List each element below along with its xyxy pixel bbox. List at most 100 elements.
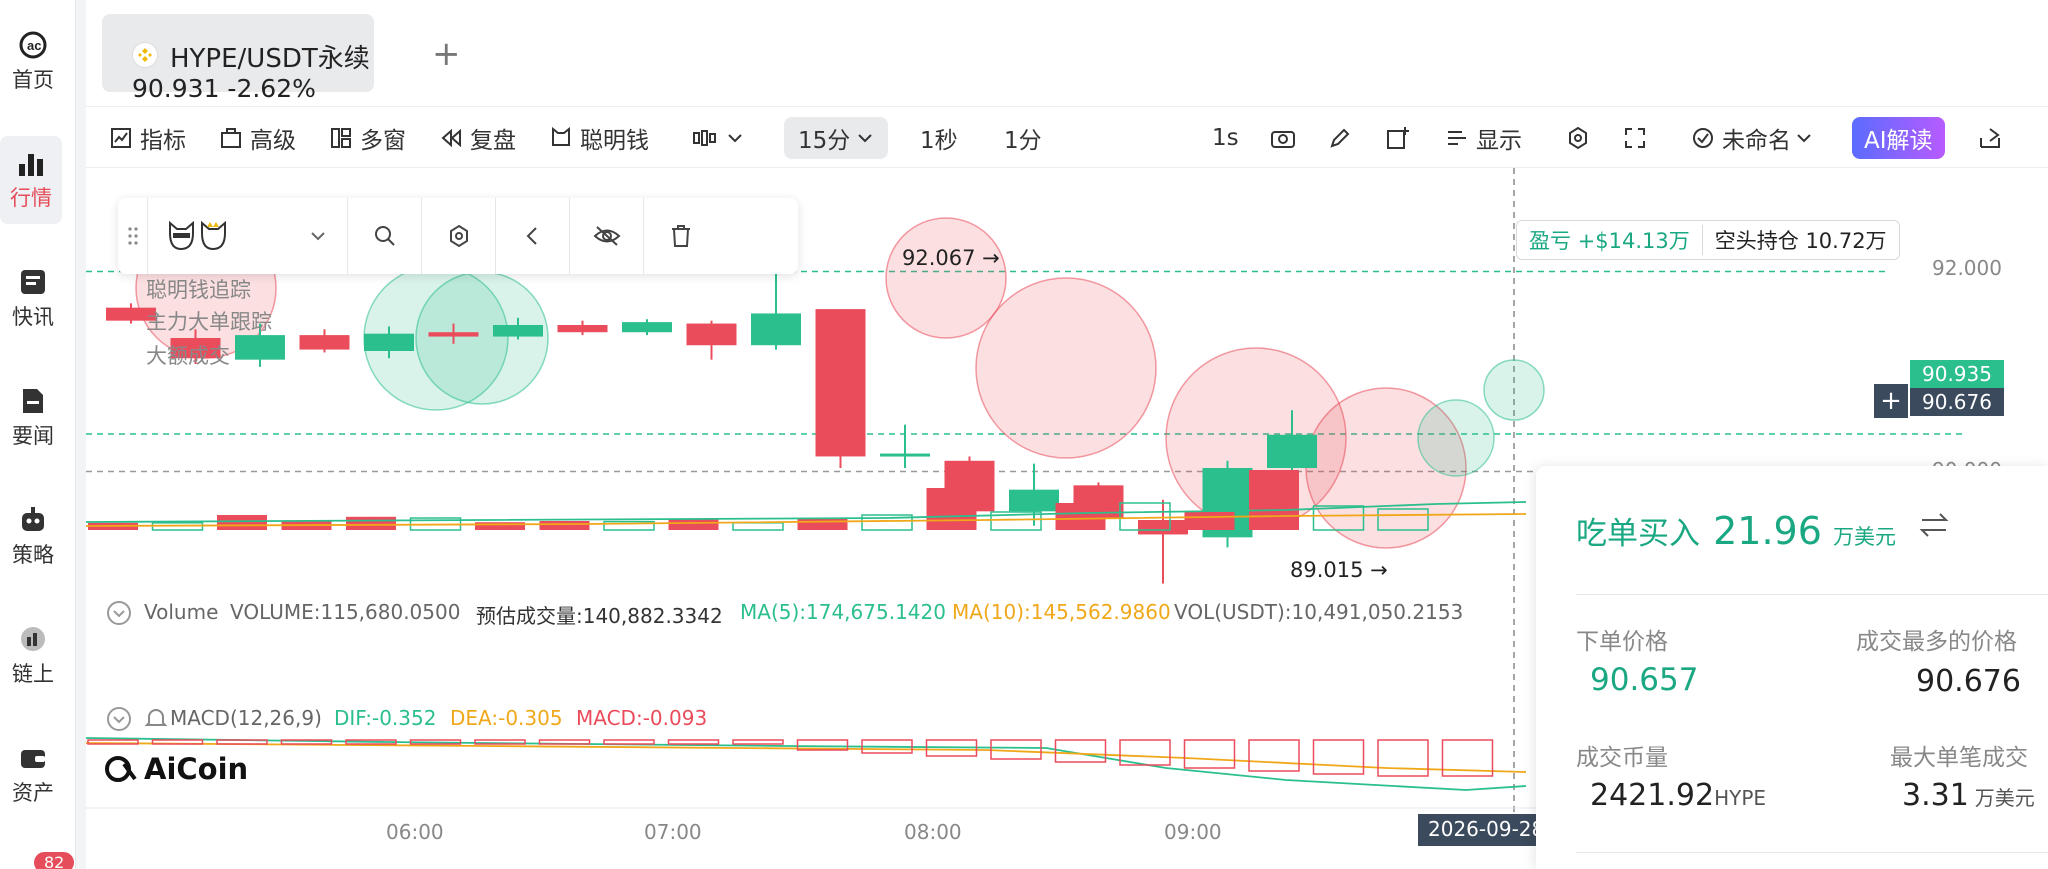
sidebar-item-assets[interactable]: 资产	[0, 731, 66, 819]
advanced-button[interactable]: 高级	[220, 117, 296, 159]
smart-money-selector[interactable]	[148, 198, 348, 274]
share-icon	[1980, 128, 2000, 148]
sidebar-item-market[interactable]: 行情	[0, 136, 62, 224]
smart-money-button[interactable]: 聪明钱	[550, 117, 649, 159]
cursor-price-tag: 90.676	[1910, 388, 2004, 416]
layout-name-dropdown[interactable]: 未命名	[1692, 117, 1821, 159]
macd-histogram-bar	[538, 739, 591, 745]
sidebar-item-headlines[interactable]: 要闻	[0, 374, 66, 462]
price-chart[interactable]	[86, 168, 2048, 869]
sidebar-item-strategy[interactable]: 策略	[0, 493, 66, 581]
macd-histogram-bar	[1312, 739, 1365, 775]
chart-type-dropdown[interactable]	[692, 117, 752, 159]
candle-body	[170, 338, 221, 359]
timeframe-1s[interactable]: 1s	[1212, 125, 1239, 151]
max-trade-label: 最大单笔成交	[1890, 745, 2028, 771]
volume-amount-unit: HYPE	[1714, 786, 1767, 810]
trade-detail-popup: 吃单买入 21.96 万美元 下单价格 成交最多的价格 90.657 90.67…	[1536, 466, 2048, 869]
sidebar-label-assets: 资产	[12, 781, 54, 805]
candle-body	[751, 313, 801, 346]
ai-analysis-button[interactable]: AI解读	[1852, 117, 1945, 159]
sidebar-item-home[interactable]: ac 首页	[0, 18, 66, 106]
time-label-0600: 06:00	[386, 820, 444, 844]
position-pnl-tag[interactable]: 盈亏 +$14.13万 空头持仓 10.72万	[1516, 220, 1900, 260]
volume-bar	[475, 522, 525, 530]
large-trade-bubble	[1417, 399, 1495, 477]
timeframe-15m-dropdown[interactable]: 15分	[784, 117, 889, 159]
macd-histogram-bar	[345, 739, 397, 745]
indicators-button[interactable]: 指标	[110, 117, 186, 159]
timeframe-1s-cn[interactable]: 1秒	[920, 128, 958, 154]
most-traded-label: 成交最多的价格	[1856, 629, 2017, 655]
list-icon	[1448, 131, 1466, 145]
macd-histogram-bar	[1054, 739, 1107, 763]
cat-icon	[552, 127, 570, 146]
volume-bar	[1184, 512, 1235, 530]
macd-histogram-bar	[474, 739, 526, 745]
pencil-icon	[1330, 128, 1350, 148]
hide-widget-button[interactable]	[570, 198, 644, 274]
news-flash-icon	[18, 267, 48, 297]
volume-amount-label: 成交币量	[1576, 745, 1668, 771]
collapse-macd-icon[interactable]	[106, 706, 132, 732]
macd-histogram-bar	[667, 739, 720, 745]
popup-divider-bottom	[1576, 852, 2048, 853]
left-sidebar: ac 首页 行情 快讯 要闻 策略	[0, 0, 76, 869]
volume-ma5-line	[86, 501, 1527, 523]
candle-body	[1138, 520, 1188, 535]
drag-handle-icon[interactable]	[118, 198, 148, 274]
delete-widget-button[interactable]	[644, 198, 718, 274]
replay-label: 复盘	[470, 128, 516, 154]
macd-histogram-bar	[603, 739, 655, 745]
replay-button[interactable]: 复盘	[440, 117, 516, 159]
multi-window-button[interactable]: 多窗	[330, 117, 406, 159]
collapse-widget-button[interactable]	[496, 198, 570, 274]
fullscreen-button[interactable]	[1624, 117, 1654, 159]
add-widget-button[interactable]	[1386, 117, 1418, 159]
sidebar-item-flash[interactable]: 快讯	[0, 255, 66, 343]
sidebar-label-home: 首页	[12, 68, 54, 92]
swap-icon[interactable]	[1918, 510, 1950, 540]
share-button[interactable]	[1978, 117, 2010, 159]
multi-window-label: 多窗	[360, 128, 406, 154]
chevron-down-icon	[858, 134, 872, 143]
widget-settings-button[interactable]	[422, 198, 496, 274]
popup-header: 吃单买入 21.96 万美元	[1576, 508, 1896, 553]
add-order-button[interactable]: +	[1874, 384, 1908, 418]
add-tab-button[interactable]: +	[432, 34, 461, 74]
popup-amount: 21.96	[1713, 509, 1822, 553]
briefcase-icon	[221, 128, 241, 148]
macd-indicator-name: MACD(12,26,9)	[170, 706, 322, 730]
sidebar-label-onchain: 链上	[12, 662, 54, 686]
draw-button[interactable]	[1328, 117, 1360, 159]
macd-histogram-bar	[409, 739, 462, 745]
sidebar-label-flash: 快讯	[12, 305, 54, 329]
volume-bar	[1377, 508, 1429, 531]
timeframe-1m[interactable]: 1分	[1004, 128, 1042, 154]
sidebar-item-onchain[interactable]: 链上	[0, 612, 66, 700]
time-label-0700: 07:00	[644, 820, 702, 844]
settings-button[interactable]	[1566, 117, 1598, 159]
symbol-tab[interactable]: HYPE/USDT永续 90.931 -2.62%	[102, 14, 374, 103]
volume-bar	[990, 511, 1042, 531]
collapse-volume-icon[interactable]	[106, 600, 132, 626]
candle-body	[1009, 489, 1059, 512]
popup-amount-unit: 万美元	[1832, 525, 1896, 549]
candle-body	[364, 333, 414, 351]
rewind-icon	[441, 128, 461, 148]
candle-body	[299, 335, 350, 350]
volume-bar	[539, 521, 590, 530]
bell-icon[interactable]	[144, 706, 168, 730]
notification-badge: 82	[34, 852, 75, 869]
time-label-0800: 08:00	[904, 820, 962, 844]
macd-histogram-bar	[151, 739, 204, 745]
candle-body	[106, 307, 156, 321]
macd-histogram-bar	[861, 739, 913, 754]
search-button[interactable]	[348, 198, 422, 274]
popup-divider	[1576, 594, 2048, 595]
display-button[interactable]: 显示	[1446, 117, 1522, 159]
candle-body	[686, 323, 737, 346]
screenshot-button[interactable]	[1270, 117, 1304, 159]
macd-histogram-bar	[216, 739, 268, 745]
candle-body	[622, 322, 672, 333]
